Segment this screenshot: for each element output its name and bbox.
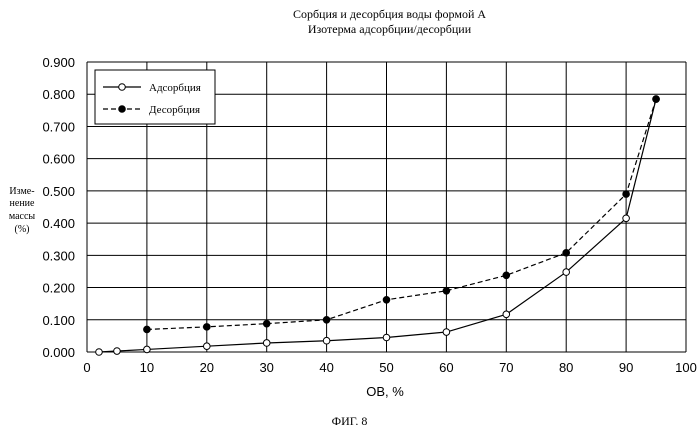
data-point-adsorption: [144, 346, 151, 353]
y-tick-label: 0.500: [42, 184, 75, 199]
legend-label: Десорбция: [149, 104, 200, 116]
y-tick-label: 0.600: [42, 152, 75, 167]
data-point-adsorption: [204, 343, 211, 350]
data-point-desorption: [383, 297, 390, 304]
y-tick-label: 0.000: [42, 345, 75, 360]
data-point-adsorption: [114, 348, 121, 355]
series-line-desorption: [147, 99, 656, 329]
chart-canvas: 0 10 20 30 40 50 60 70 80 90 100 0.000 0.100 0.200 0.3…: [0, 0, 699, 410]
data-point-desorption: [323, 316, 330, 323]
y-tick-label: 0.800: [42, 87, 75, 102]
data-point-desorption: [503, 272, 510, 279]
x-tick-label: 100: [675, 360, 697, 375]
data-point-desorption: [563, 249, 570, 256]
x-tick-label: 50: [379, 360, 393, 375]
legend-marker: [119, 106, 126, 113]
x-tick-label: 40: [319, 360, 333, 375]
data-point-adsorption: [323, 337, 330, 344]
x-tick-label: 0: [83, 360, 90, 375]
data-point-adsorption: [443, 329, 450, 336]
x-tick-label: 80: [559, 360, 573, 375]
y-tick-label: 0.400: [42, 216, 75, 231]
y-tick-label: 0.700: [42, 119, 75, 134]
figure-caption: ФИГ. 8: [0, 414, 699, 429]
data-point-adsorption: [263, 340, 270, 347]
x-tick-label: 20: [200, 360, 214, 375]
y-tick-label: 0.900: [42, 55, 75, 70]
data-point-adsorption: [383, 334, 390, 341]
data-point-desorption: [653, 96, 660, 103]
x-tick-label: 30: [259, 360, 273, 375]
x-axis-label: ОВ, %: [330, 384, 440, 399]
y-tick-label: 0.300: [42, 248, 75, 263]
data-point-desorption: [263, 320, 270, 327]
x-tick-label: 90: [619, 360, 633, 375]
data-point-adsorption: [563, 269, 570, 276]
data-point-adsorption: [96, 349, 103, 356]
series-line-adsorption: [99, 99, 656, 352]
x-tick-label: 10: [140, 360, 154, 375]
data-point-adsorption: [623, 215, 630, 222]
legend-marker: [119, 84, 126, 91]
data-point-desorption: [144, 326, 151, 333]
legend-label: Адсорбция: [149, 82, 201, 94]
y-tick-label: 0.200: [42, 281, 75, 296]
data-point-desorption: [443, 287, 450, 294]
data-point-desorption: [623, 191, 630, 198]
x-tick-label: 60: [439, 360, 453, 375]
data-point-adsorption: [503, 311, 510, 318]
data-point-desorption: [204, 324, 211, 331]
x-tick-label: 70: [499, 360, 513, 375]
y-tick-label: 0.100: [42, 313, 75, 328]
